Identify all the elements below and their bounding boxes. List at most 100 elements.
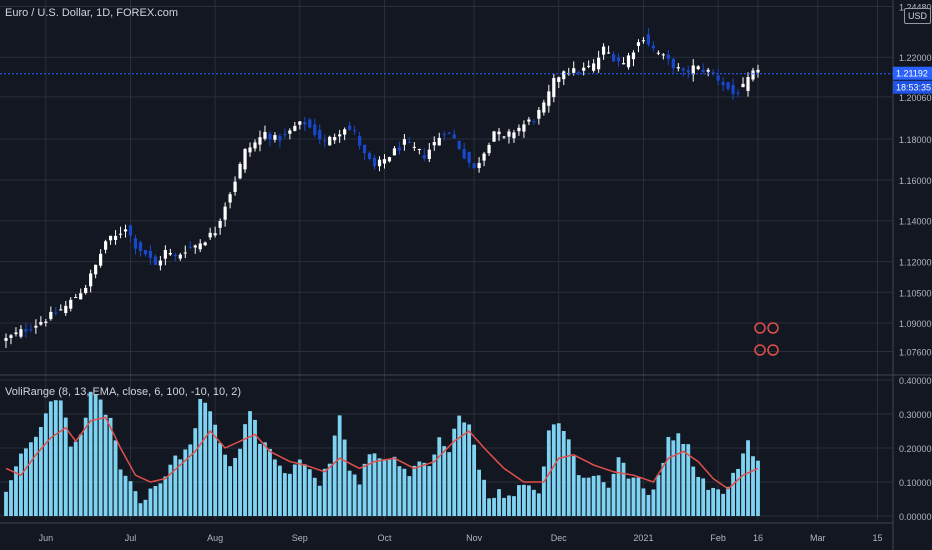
candle-body — [492, 131, 496, 142]
volatility-bar — [287, 473, 292, 516]
candle-body — [477, 162, 481, 169]
countdown-tag — [893, 80, 932, 94]
volatility-bar — [447, 452, 452, 516]
candle-body — [387, 157, 392, 162]
time-axis-label: Nov — [466, 533, 483, 543]
candle-body — [666, 54, 670, 59]
time-axis-label: 15 — [872, 533, 882, 543]
time-axis-label: Jul — [125, 533, 137, 543]
candle-body — [293, 125, 297, 131]
candle-body — [547, 91, 551, 106]
candle-body — [726, 82, 730, 89]
volatility-bar — [751, 456, 755, 516]
volatility-bar — [68, 446, 73, 516]
candle-body — [507, 131, 511, 137]
volatility-bar — [357, 484, 362, 516]
volatility-bar — [163, 476, 168, 516]
volatility-bar — [586, 477, 591, 516]
candle-body — [497, 131, 501, 135]
volatility-bar — [312, 477, 317, 516]
event-marker-icon — [767, 344, 779, 356]
volatility-bar — [78, 434, 83, 516]
candle-body — [572, 68, 576, 73]
candle-body — [9, 335, 13, 338]
time-axis-label: Dec — [551, 533, 568, 543]
candle-body — [223, 206, 227, 220]
candle-body — [338, 134, 342, 137]
candle-body — [582, 67, 586, 71]
volatility-bar — [307, 469, 312, 516]
candle-body — [626, 55, 631, 68]
volatility-bar — [422, 462, 427, 516]
candle-body — [348, 125, 352, 130]
indicator-title: VoliRange (8, 13, EMA, close, 6, 100, -1… — [5, 386, 242, 398]
candle-body — [99, 253, 103, 266]
candle-body — [14, 332, 18, 335]
candle-body — [442, 134, 446, 136]
time-axis-label: Sep — [292, 533, 308, 543]
symbol-title: Euro / U.S. Dollar, 1D, FOREX.com — [5, 7, 178, 19]
volatility-bar — [342, 439, 347, 516]
volatility-bar — [492, 497, 496, 516]
volatility-bar — [566, 439, 571, 516]
volatility-bar — [536, 493, 541, 516]
volatility-bar — [397, 466, 402, 516]
volatility-bar — [128, 481, 133, 516]
volatility-bar — [467, 424, 472, 516]
candle-body — [213, 233, 217, 236]
volatility-bar — [372, 453, 377, 516]
event-marker-icon — [754, 322, 766, 334]
volatility-bar — [73, 441, 78, 516]
candle-body — [522, 124, 526, 132]
volatility-bar — [392, 456, 397, 516]
candle-body — [19, 329, 23, 337]
volatility-bar — [362, 463, 367, 516]
time-axis-label: Feb — [710, 533, 726, 543]
candle-body — [113, 235, 118, 240]
indicator-tick-label: 0.40000 — [899, 376, 932, 386]
volatility-bar — [701, 478, 706, 516]
volatility-bar — [487, 498, 491, 516]
candle-body — [512, 132, 516, 139]
volatility-bar — [347, 470, 352, 516]
volatility-bar — [736, 468, 740, 516]
candle-body — [587, 65, 591, 67]
candle-body — [372, 157, 377, 167]
currency-badge[interactable]: USD — [904, 8, 932, 24]
candle-body — [557, 77, 561, 83]
candle-body — [437, 137, 441, 146]
volatility-bar — [407, 476, 412, 516]
price-tick-label: 1.24480 — [899, 3, 932, 13]
volatility-bar — [258, 443, 262, 516]
candle-body — [646, 34, 651, 45]
volatility-bar — [367, 454, 372, 516]
volatility-bar — [646, 494, 651, 516]
candle-body — [238, 163, 242, 179]
volatility-bar — [188, 444, 193, 516]
candle-body — [258, 137, 262, 145]
candle-body — [402, 139, 406, 145]
candle-body — [104, 241, 108, 250]
volatility-bar — [48, 401, 53, 516]
candle-body — [467, 151, 471, 163]
volatility-bar — [437, 437, 442, 516]
candle-body — [447, 132, 451, 134]
volatility-bar — [472, 444, 477, 516]
candle-body — [54, 312, 58, 314]
candle-body — [233, 181, 237, 192]
volatility-bar — [118, 469, 123, 516]
candle-body — [701, 69, 705, 72]
candle-body — [278, 135, 282, 141]
volatility-bar — [273, 459, 277, 516]
candle-body — [602, 46, 606, 55]
candle-body — [158, 260, 162, 266]
volatility-bar — [263, 442, 267, 516]
volatility-bar — [507, 495, 511, 516]
candle-body — [59, 309, 63, 311]
volatility-bar — [686, 444, 691, 516]
volatility-bar — [706, 489, 711, 516]
price-tick-label: 1.20060 — [899, 93, 932, 103]
volatility-bar — [332, 435, 337, 516]
volatility-bar — [656, 474, 661, 516]
volatility-bar — [477, 469, 481, 516]
